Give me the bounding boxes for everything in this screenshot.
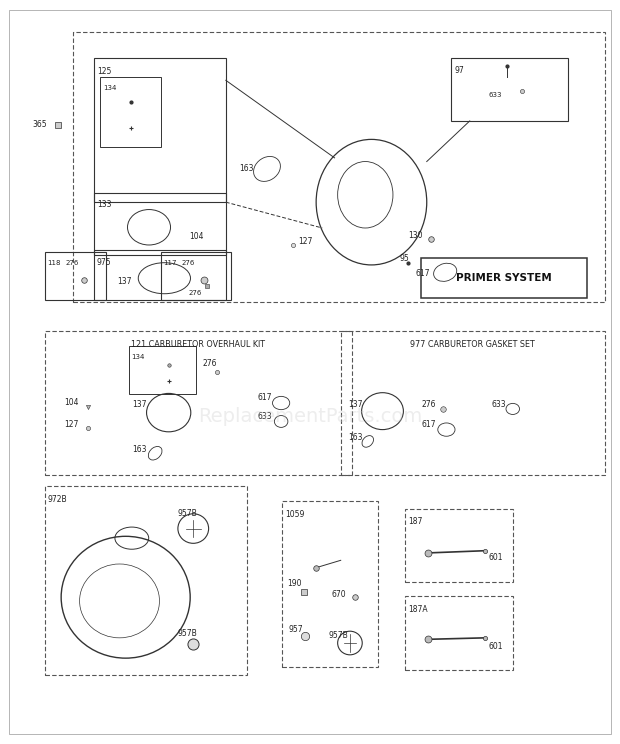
Text: 276: 276 bbox=[189, 290, 202, 296]
Text: ReplacementParts.com: ReplacementParts.com bbox=[198, 407, 422, 426]
Text: 276: 276 bbox=[422, 400, 436, 409]
Text: 137: 137 bbox=[132, 400, 146, 409]
Text: 187: 187 bbox=[409, 518, 423, 527]
Text: 276: 276 bbox=[66, 260, 79, 266]
Text: 134: 134 bbox=[103, 86, 117, 92]
Text: 97: 97 bbox=[454, 65, 464, 74]
Text: 163: 163 bbox=[239, 164, 254, 173]
Text: 137: 137 bbox=[348, 400, 363, 409]
Text: 957B: 957B bbox=[329, 631, 348, 640]
Text: 121 CARBURETOR OVERHAUL KIT: 121 CARBURETOR OVERHAUL KIT bbox=[131, 340, 265, 349]
Text: 670: 670 bbox=[332, 590, 346, 599]
Text: 134: 134 bbox=[131, 353, 144, 359]
Text: 617: 617 bbox=[422, 420, 436, 429]
Text: 118: 118 bbox=[47, 260, 61, 266]
Text: 601: 601 bbox=[488, 642, 503, 651]
Text: 133: 133 bbox=[97, 200, 111, 209]
Text: 125: 125 bbox=[97, 67, 112, 76]
Text: 190: 190 bbox=[287, 579, 302, 589]
Text: 276: 276 bbox=[203, 359, 217, 368]
Text: 163: 163 bbox=[348, 433, 363, 442]
Text: 601: 601 bbox=[488, 554, 503, 562]
Text: 977 CARBURETOR GASKET SET: 977 CARBURETOR GASKET SET bbox=[410, 340, 535, 349]
Text: 972B: 972B bbox=[48, 496, 67, 504]
Text: 95: 95 bbox=[399, 254, 409, 263]
Text: 276: 276 bbox=[182, 260, 195, 266]
Text: 117: 117 bbox=[163, 260, 177, 266]
Text: 617: 617 bbox=[258, 393, 272, 402]
Text: 365: 365 bbox=[32, 120, 47, 129]
Text: 617: 617 bbox=[415, 269, 430, 278]
Text: 104: 104 bbox=[64, 398, 79, 407]
Text: 127: 127 bbox=[64, 420, 79, 429]
Text: 633: 633 bbox=[258, 411, 272, 420]
Text: 130: 130 bbox=[409, 231, 423, 240]
Text: 127: 127 bbox=[298, 237, 312, 246]
Text: 957: 957 bbox=[288, 625, 303, 634]
Text: 957B: 957B bbox=[178, 629, 198, 638]
Text: 633: 633 bbox=[488, 92, 502, 98]
Text: 104: 104 bbox=[189, 232, 203, 241]
Text: 633: 633 bbox=[491, 400, 506, 409]
Text: 163: 163 bbox=[132, 445, 146, 454]
Text: 1059: 1059 bbox=[285, 510, 305, 519]
Text: 975: 975 bbox=[97, 257, 112, 266]
Text: 187A: 187A bbox=[409, 605, 428, 614]
Text: PRIMER SYSTEM: PRIMER SYSTEM bbox=[456, 273, 551, 283]
Text: 137: 137 bbox=[117, 278, 131, 286]
Text: 957B: 957B bbox=[178, 509, 198, 518]
